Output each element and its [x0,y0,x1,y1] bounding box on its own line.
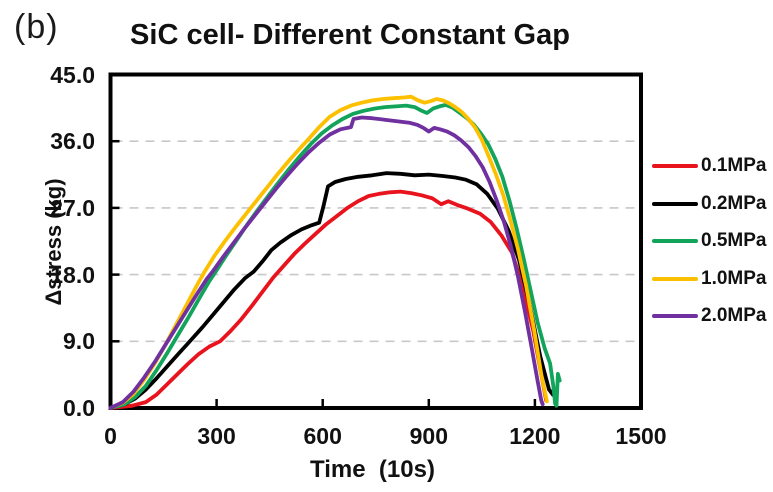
legend-line-icon [652,276,698,281]
x-axis-label-600: 600 [303,423,342,449]
series-line-0.5MPa [108,103,562,410]
y-axis-label-36.0: 36.0 [50,128,95,155]
x-axis-label-300: 300 [197,423,236,449]
legend-entry-1.0MPa: 1.0MPa [652,266,766,292]
x-axis-label-900: 900 [409,423,448,449]
legend-line-icon [652,164,698,168]
series-line-0.1MPa [108,189,549,410]
series-line-1.0MPa [108,94,549,410]
y-axis-title: Δstress (kg) [41,178,66,306]
legend-label: 0.5MPa [701,230,767,251]
x-axis-label-1500: 1500 [615,423,667,449]
y-axis-label-45.0: 45.0 [50,61,95,88]
x-axis-label-1200: 1200 [509,423,561,449]
legend-line-icon [652,314,698,318]
panel-label: (b) [14,8,59,46]
legend-entry-0.5MPa: 0.5MPa [652,228,766,254]
series-line-2.0MPa [108,115,545,410]
legend-label: 0.2MPa [701,192,767,214]
y-axis-label-18.0: 18.0 [50,261,95,288]
chart-title: SiC cell- Different Constant Gap [130,19,570,51]
legend-entry-2.0MPa: 2.0MPa [652,303,766,329]
y-axis-label-9.0: 9.0 [63,328,95,355]
plot-border [108,72,643,410]
legend-label: 2.0MPa [701,305,767,326]
x-axis-label-0: 0 [104,423,117,449]
series-line-0.2MPa [108,171,555,410]
legend-line-icon [652,239,698,243]
y-axis-label-0.0: 0.0 [63,395,95,421]
legend-label: 0.1MPa [701,155,767,176]
legend-entry-0.1MPa: 0.1MPa [652,153,766,179]
legend-line-icon [652,201,698,206]
legend-label: 1.0MPa [701,267,767,289]
y-axis-label-27.0: 27.0 [50,194,95,221]
x-axis-title: Time (10s) [310,456,435,483]
legend-entry-0.2MPa: 0.2MPa [652,191,766,217]
